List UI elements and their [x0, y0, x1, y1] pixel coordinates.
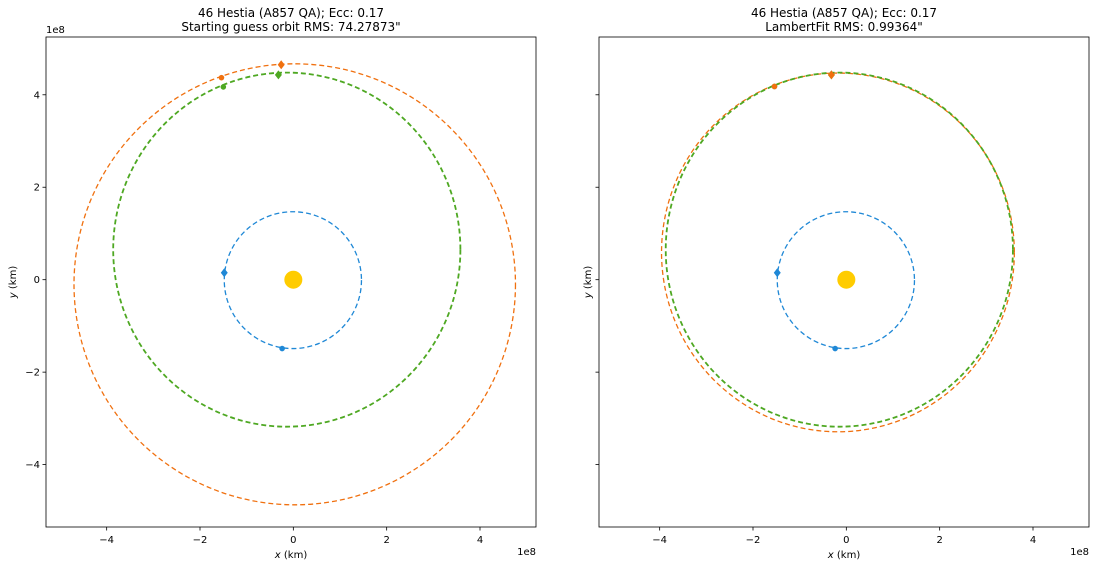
y-tick-label: −2: [25, 368, 40, 379]
y-axis-unit: (km): [8, 266, 19, 293]
position-dot-marker: [220, 84, 227, 90]
orbit-guess: [73, 63, 517, 506]
x-offset-label: 1e8: [1070, 547, 1089, 558]
subplot-2: 46 Hestia (A857 QA); Ecc: 0.17LambertFit…: [583, 6, 1090, 561]
y-tick-label: 2: [34, 183, 40, 194]
orbit-true: [112, 71, 462, 428]
orbit-fit: [660, 72, 1015, 433]
orbit-true: [664, 71, 1014, 428]
y-tick-label: 0: [34, 275, 40, 286]
x-axis-unit: (km): [834, 550, 861, 561]
y-axis-var: y: [583, 291, 594, 299]
position-diamond-marker: [220, 268, 228, 278]
x-axis-label: x (km): [274, 550, 308, 561]
position-diamond-marker: [773, 268, 781, 278]
x-tick-label: −2: [193, 535, 208, 546]
axes-frame: [598, 36, 1090, 528]
orbit-earth: [776, 211, 916, 350]
position-diamond-marker: [827, 70, 835, 80]
chart-title-line2: LambertFit RMS: 0.99364": [765, 20, 923, 34]
x-tick-label: −4: [99, 535, 114, 546]
y-axis-var: y: [8, 291, 19, 299]
x-axis-label: x (km): [827, 550, 861, 561]
position-dot-marker: [279, 345, 285, 352]
y-tick-label: 4: [34, 90, 40, 101]
x-tick-label: −4: [652, 535, 667, 546]
y-tick-label: −4: [25, 460, 40, 471]
plot-area: [73, 60, 517, 506]
sun-marker: [284, 270, 303, 289]
position-dot-marker: [771, 83, 778, 90]
y-axis-label: y (km): [8, 266, 19, 300]
orbit-earth: [223, 211, 363, 350]
position-dot-marker: [832, 345, 838, 352]
chart-title-line2: Starting guess orbit RMS: 74.27873": [181, 20, 400, 34]
plot-area: [660, 70, 1015, 433]
x-tick-label: 0: [290, 535, 296, 546]
x-axis-var: x: [827, 550, 834, 561]
position-diamond-marker: [274, 70, 282, 80]
y-offset-label: 1e8: [46, 25, 65, 36]
chart-title-line1: 46 Hestia (A857 QA); Ecc: 0.17: [751, 6, 937, 20]
x-offset-label: 1e8: [517, 547, 536, 558]
sun-marker: [837, 270, 856, 289]
x-tick-label: 2: [383, 535, 389, 546]
x-axis-unit: (km): [281, 550, 308, 561]
chart-title-line1: 46 Hestia (A857 QA); Ecc: 0.17: [198, 6, 384, 20]
x-tick-label: 4: [477, 535, 483, 546]
x-tick-label: 0: [843, 535, 849, 546]
x-tick-label: 2: [936, 535, 942, 546]
position-dot-marker: [218, 74, 225, 81]
position-diamond-marker: [277, 60, 285, 70]
x-tick-label: 4: [1030, 535, 1036, 546]
x-tick-label: −2: [746, 535, 761, 546]
y-axis-unit: (km): [583, 266, 594, 293]
axes-frame: [45, 36, 537, 528]
y-axis-label: y (km): [583, 266, 594, 300]
x-axis-var: x: [274, 550, 281, 561]
